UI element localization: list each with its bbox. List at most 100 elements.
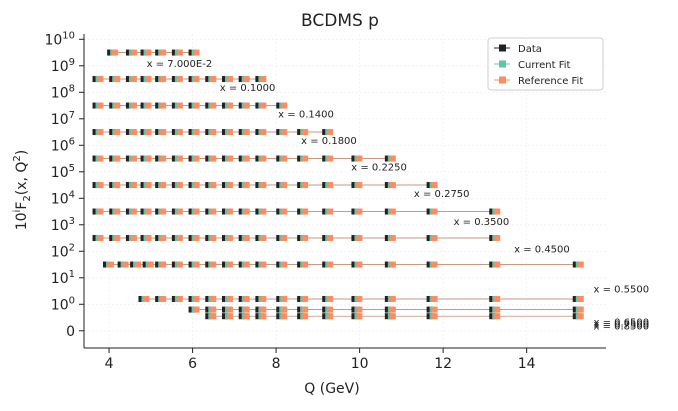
y-tick-label: 109: [51, 57, 75, 75]
reference-fit-point: [389, 261, 396, 268]
x-tick-label: 4: [105, 356, 114, 372]
reference-fit-point: [176, 129, 183, 136]
reference-fit-point: [97, 102, 104, 109]
reference-fit-point: [193, 295, 200, 302]
x-tick-label: 8: [272, 356, 281, 372]
reference-fit-point: [356, 235, 363, 242]
reference-fit-point: [226, 235, 233, 242]
reference-fit-point: [243, 182, 250, 189]
reference-fit-point: [193, 76, 200, 83]
reference-fit-point: [210, 261, 217, 268]
reference-fit-point: [226, 295, 233, 302]
reference-fit-point: [389, 182, 396, 189]
reference-fit-point: [130, 129, 137, 136]
reference-fit-point: [160, 235, 167, 242]
reference-fit-point: [356, 182, 363, 189]
reference-fit-point: [302, 208, 309, 215]
reference-fit-point: [97, 235, 104, 242]
reference-fit-point: [389, 306, 396, 313]
reference-fit-point: [281, 235, 288, 242]
bin-label: x = 0.1800: [301, 136, 357, 147]
reference-fit-point: [243, 102, 250, 109]
reference-fit-point: [210, 182, 217, 189]
reference-fit-point: [176, 155, 183, 162]
reference-fit-point: [210, 102, 217, 109]
reference-fit-point: [356, 295, 363, 302]
reference-fit-point: [160, 182, 167, 189]
reference-fit-point: [145, 49, 152, 56]
reference-fit-point: [327, 129, 334, 136]
legend-marker: [499, 60, 506, 68]
reference-fit-point: [160, 129, 167, 136]
x-tick-label: 12: [434, 356, 452, 372]
reference-fit-point: [243, 313, 250, 320]
y-tick-label: 107: [51, 110, 75, 128]
reference-fit-point: [281, 295, 288, 302]
reference-fit-point: [356, 155, 363, 162]
reference-fit-point: [281, 129, 288, 136]
reference-fit-point: [145, 235, 152, 242]
legend-label: Data: [518, 44, 542, 55]
reference-fit-point: [147, 261, 154, 268]
reference-fit-point: [302, 313, 309, 320]
y-tick-label: 103: [51, 216, 75, 234]
reference-fit-point: [193, 129, 200, 136]
reference-fit-point: [130, 235, 137, 242]
reference-fit-point: [260, 155, 267, 162]
reference-fit-point: [210, 155, 217, 162]
legend-label: Current Fit: [518, 60, 571, 71]
reference-fit-point: [389, 235, 396, 242]
x-tick-label: 10: [351, 356, 369, 372]
legend: Data Current Fit Reference Fit: [487, 37, 604, 91]
reference-fit-point: [176, 182, 183, 189]
reference-fit-point: [97, 76, 104, 83]
reference-fit-point: [143, 295, 150, 302]
reference-fit-point: [260, 129, 267, 136]
reference-fit-point: [160, 261, 167, 268]
reference-fit-point: [97, 182, 104, 189]
reference-fit-point: [160, 49, 167, 56]
bin-label: x = 0.6500: [593, 318, 649, 329]
reference-fit-point: [494, 208, 501, 215]
reference-fit-point: [176, 76, 183, 83]
reference-fit-point: [302, 182, 309, 189]
reference-fit-point: [210, 235, 217, 242]
reference-fit-point: [114, 76, 121, 83]
bin-label: x = 0.1000: [220, 83, 276, 94]
reference-fit-point: [302, 155, 309, 162]
reference-fit-point: [281, 261, 288, 268]
reference-fit-point: [97, 155, 104, 162]
reference-fit-point: [130, 102, 137, 109]
reference-fit-point: [97, 129, 104, 136]
reference-fit-point: [260, 313, 267, 320]
reference-fit-point: [176, 295, 183, 302]
y-tick-label: 102: [51, 242, 75, 260]
reference-fit-point: [243, 261, 250, 268]
reference-fit-point: [130, 76, 137, 83]
reference-fit-point: [145, 182, 152, 189]
reference-fit-point: [97, 208, 104, 215]
x-tick-label: 14: [518, 356, 536, 372]
reference-fit-point: [243, 155, 250, 162]
legend-label: Reference Fit: [518, 76, 583, 87]
y-tick-label: 108: [51, 83, 75, 101]
reference-fit-point: [327, 182, 334, 189]
reference-fit-point: [281, 306, 288, 313]
legend-box: [487, 37, 604, 91]
reference-fit-point: [389, 313, 396, 320]
reference-fit-point: [130, 155, 137, 162]
reference-fit-point: [226, 306, 233, 313]
reference-fit-point: [494, 306, 501, 313]
reference-fit-point: [107, 261, 114, 268]
reference-fit-point: [356, 261, 363, 268]
reference-fit-point: [302, 261, 309, 268]
reference-fit-point: [145, 208, 152, 215]
reference-fit-point: [130, 208, 137, 215]
reference-fit-point: [193, 49, 200, 56]
reference-fit-point: [114, 129, 121, 136]
reference-fit-point: [327, 306, 334, 313]
reference-fit-point: [260, 76, 267, 83]
reference-fit-point: [160, 208, 167, 215]
reference-fit-point: [260, 182, 267, 189]
